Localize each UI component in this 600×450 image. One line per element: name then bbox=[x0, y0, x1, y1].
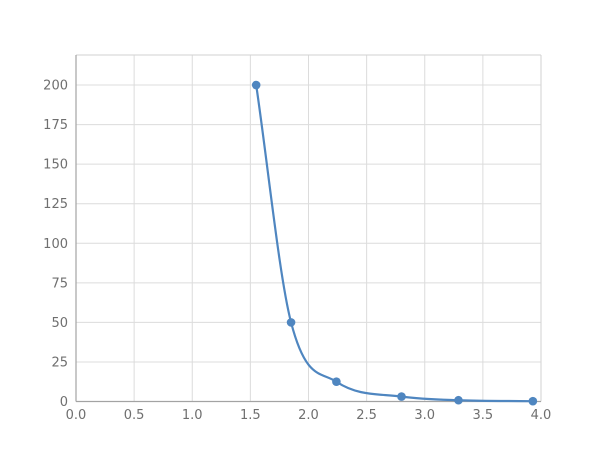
y-tick-label: 200 bbox=[43, 79, 68, 94]
y-tick-label: 175 bbox=[43, 118, 68, 133]
x-tick-label: 1.0 bbox=[182, 408, 203, 423]
x-tick-label: 2.5 bbox=[356, 408, 377, 423]
x-tick-label: 3.0 bbox=[414, 408, 435, 423]
data-point-marker bbox=[332, 377, 341, 387]
x-tick-label: 3.5 bbox=[473, 408, 494, 423]
y-tick-label: 75 bbox=[51, 276, 68, 291]
data-point-marker bbox=[251, 80, 261, 90]
data-point-marker bbox=[397, 392, 406, 401]
y-tick-label: 125 bbox=[43, 197, 68, 212]
x-tick-label: 2.0 bbox=[298, 408, 319, 423]
y-tick-label: 150 bbox=[43, 158, 68, 173]
data-point-marker bbox=[454, 395, 463, 405]
x-tick-label: 4.0 bbox=[531, 408, 552, 423]
x-tick-label: 1.5 bbox=[240, 408, 261, 423]
y-tick-label: 25 bbox=[51, 355, 68, 370]
x-tick-label: 0.5 bbox=[124, 408, 145, 423]
y-tick-label: 0 bbox=[60, 395, 68, 410]
x-tick-label: 0.0 bbox=[66, 408, 87, 423]
data-point-marker bbox=[286, 318, 296, 327]
y-tick-label: 100 bbox=[43, 237, 68, 252]
data-point-marker bbox=[528, 396, 538, 406]
y-tick-label: 50 bbox=[51, 316, 68, 331]
